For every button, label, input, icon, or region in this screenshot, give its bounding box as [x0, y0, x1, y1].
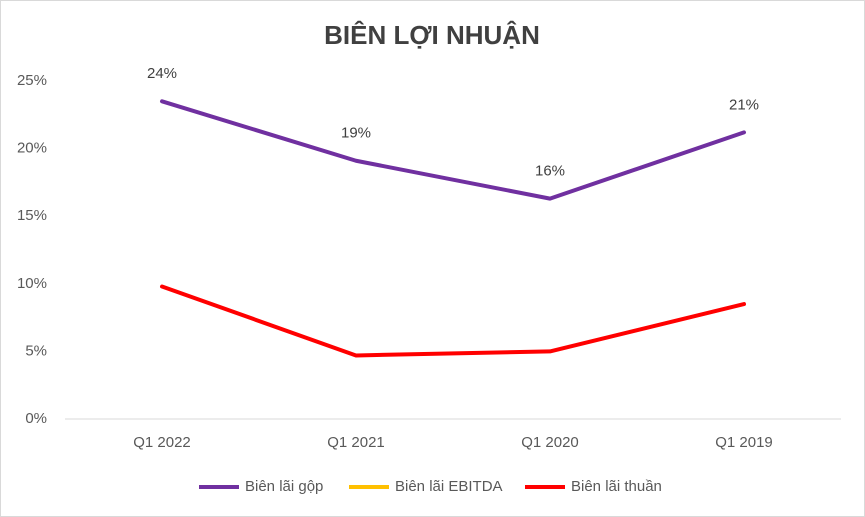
y-tick-label: 5%: [25, 342, 47, 359]
series-line: [160, 284, 746, 358]
x-tick-label: Q1 2022: [133, 434, 191, 451]
data-label: 24%: [147, 65, 177, 82]
legend-label: Biên lãi thuần: [571, 478, 662, 495]
legend-label: Biên lãi gộp: [245, 478, 323, 495]
x-tick-label: Q1 2020: [521, 434, 579, 451]
y-tick-label: 15%: [17, 207, 47, 224]
x-tick-label: Q1 2021: [327, 434, 385, 451]
data-label: 21%: [729, 96, 759, 113]
chart-title: BIÊN LỢI NHUẬN: [324, 20, 540, 50]
y-tick-label: 0%: [25, 410, 47, 427]
data-label: 19%: [341, 125, 371, 142]
series-line: [160, 99, 746, 201]
x-tick-label: Q1 2019: [715, 434, 773, 451]
y-tick-label: 10%: [17, 275, 47, 292]
legend-label: Biên lãi EBITDA: [395, 478, 503, 495]
data-label: 16%: [535, 163, 565, 180]
y-tick-label: 25%: [17, 72, 47, 89]
y-tick-label: 20%: [17, 140, 47, 157]
